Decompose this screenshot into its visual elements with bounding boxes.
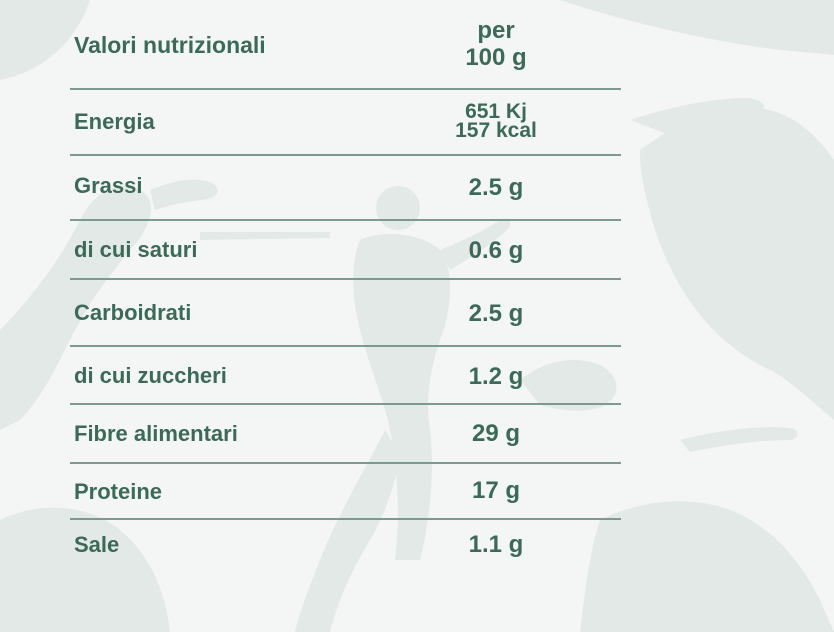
divider: [70, 345, 621, 347]
row-value: 2.5 g: [468, 174, 524, 201]
table-header: Valori nutrizionali per 100 g: [70, 18, 621, 88]
header-value-line1: per: [477, 17, 515, 44]
header-label: Valori nutrizionali: [74, 32, 266, 58]
table-row: di cui zuccheri 1.2 g: [70, 347, 621, 403]
silhouette-top-arc: [560, 0, 834, 55]
silhouette-left-runner: [0, 186, 151, 430]
divider: [70, 88, 621, 90]
row-value: 1.2 g: [468, 363, 524, 390]
row-value: 2.5 g: [468, 300, 524, 327]
silhouette-left-arm: [150, 179, 218, 210]
table-row: Energia 651 Kj 157 kcal: [70, 90, 621, 154]
row-value-line2: 157 kcal: [455, 119, 537, 142]
row-value: 0.6 g: [468, 237, 524, 264]
silhouette-hockey-stick: [680, 427, 798, 452]
silhouette-bottom-left: [0, 507, 170, 632]
header-value-line2: 100 g: [465, 44, 527, 71]
silhouette-right-body: [640, 107, 834, 421]
silhouette-center-leg: [295, 430, 400, 632]
silhouette-bar: [200, 232, 330, 240]
row-label: Proteine: [74, 479, 163, 504]
divider: [70, 219, 621, 221]
table-row: Grassi 2.5 g: [70, 156, 621, 219]
table-row: Proteine 17 g: [70, 464, 621, 518]
row-value: 17 g: [471, 477, 521, 504]
row-label: Grassi: [74, 173, 143, 198]
row-label: di cui saturi: [74, 237, 198, 262]
row-label: Sale: [74, 532, 120, 557]
row-label: Fibre alimentari: [74, 421, 238, 446]
table-row: di cui saturi 0.6 g: [70, 221, 621, 278]
table-row: Carboidrati 2.5 g: [70, 280, 621, 344]
silhouette-center-arm: [440, 218, 511, 270]
divider: [70, 462, 621, 464]
table-row: Sale 1.1 g: [70, 520, 621, 570]
row-value: 1.1 g: [468, 531, 524, 558]
row-label: Carboidrati: [74, 300, 192, 325]
divider: [70, 278, 621, 280]
row-value-line1: 651 Kj: [465, 100, 527, 123]
row-label: Energia: [74, 109, 155, 134]
silhouette-right-arm: [630, 97, 764, 135]
silhouette-top-left: [0, 0, 90, 80]
row-value: 29 g: [471, 420, 521, 447]
divider: [70, 154, 621, 156]
table-row: Fibre alimentari 29 g: [70, 405, 621, 462]
divider: [70, 403, 621, 405]
divider: [70, 518, 621, 520]
silhouette-bottom-right: [580, 501, 834, 632]
silhouette-center-body: [353, 234, 451, 560]
silhouette-mid-right: [520, 360, 617, 411]
row-label: di cui zuccheri: [74, 363, 227, 388]
